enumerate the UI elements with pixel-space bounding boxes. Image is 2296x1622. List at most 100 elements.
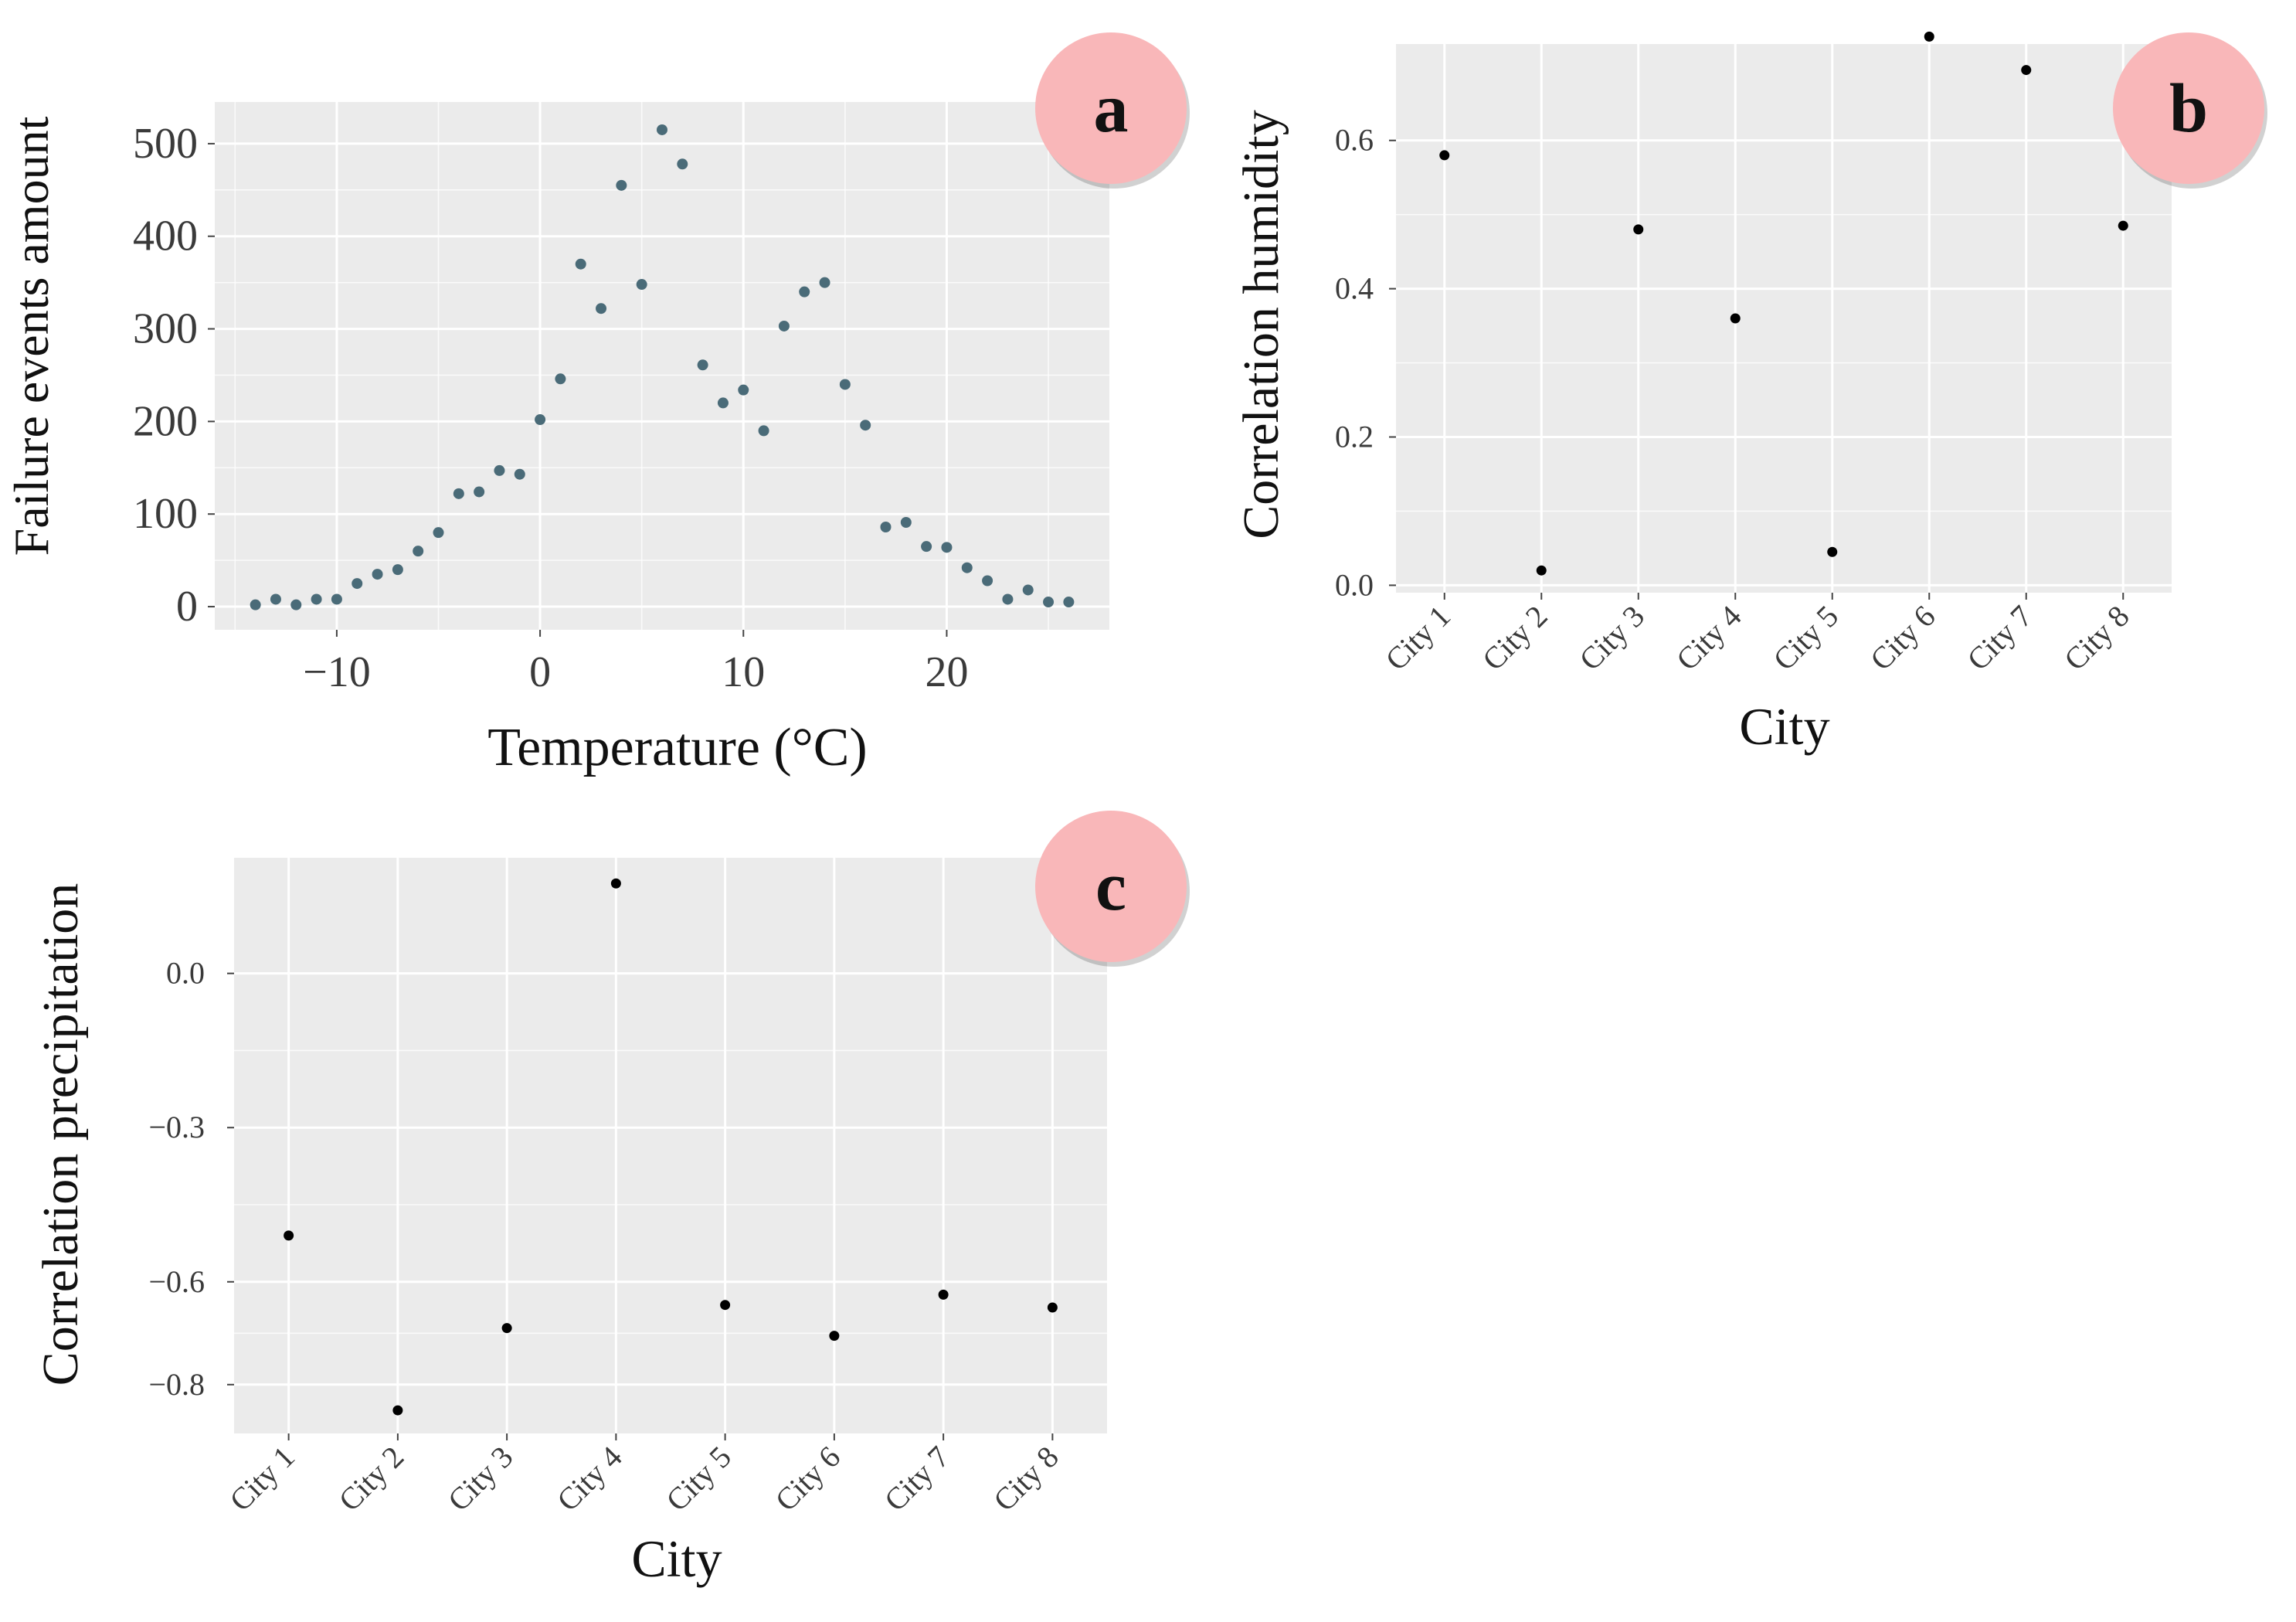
y-tick-label: −0.6 bbox=[148, 1264, 205, 1299]
data-point bbox=[778, 320, 790, 332]
data-point bbox=[657, 124, 667, 135]
data-point bbox=[1047, 1302, 1058, 1313]
data-point bbox=[819, 277, 830, 288]
data-point bbox=[636, 279, 647, 291]
x-tick-label: 0 bbox=[529, 648, 551, 696]
data-point bbox=[829, 1331, 840, 1341]
data-point bbox=[1633, 224, 1644, 235]
plot-background bbox=[215, 102, 1109, 630]
y-tick-label: 100 bbox=[133, 490, 198, 538]
x-category-label: City 4 bbox=[550, 1440, 629, 1518]
y-tick-label: 0.0 bbox=[166, 956, 205, 991]
data-point bbox=[1827, 546, 1838, 557]
data-point bbox=[413, 546, 424, 557]
x-category-label: City 1 bbox=[1378, 599, 1457, 678]
data-point bbox=[270, 593, 281, 605]
x-category-label: City 5 bbox=[659, 1440, 738, 1518]
plot-background bbox=[1396, 44, 2172, 593]
x-category-label: City 7 bbox=[878, 1440, 956, 1518]
x-axis-title: Temperature (°C) bbox=[487, 718, 867, 777]
plot-background bbox=[234, 858, 1107, 1433]
data-point bbox=[938, 1289, 949, 1300]
data-point bbox=[290, 599, 302, 610]
data-point bbox=[610, 878, 621, 889]
y-axis-title: Correlation humidity bbox=[1233, 110, 1289, 539]
y-tick-label: 0.0 bbox=[1335, 567, 1374, 602]
x-category-label: City 1 bbox=[222, 1440, 301, 1518]
panel-letter: c bbox=[1095, 848, 1126, 925]
data-point bbox=[501, 1323, 512, 1334]
data-point bbox=[758, 425, 769, 437]
data-point bbox=[880, 521, 892, 532]
data-point bbox=[1063, 597, 1075, 608]
y-tick-label: 0.4 bbox=[1335, 271, 1374, 306]
data-point bbox=[535, 413, 546, 425]
panel-letter: b bbox=[2169, 70, 2208, 147]
data-point bbox=[839, 379, 851, 390]
x-axis-title: City bbox=[1739, 697, 1829, 756]
data-point bbox=[1022, 584, 1034, 596]
data-point bbox=[717, 397, 729, 409]
data-point bbox=[961, 562, 973, 573]
data-point bbox=[1002, 593, 1014, 605]
x-category-label: City 8 bbox=[987, 1440, 1065, 1518]
data-point bbox=[514, 468, 525, 480]
data-point bbox=[2021, 65, 2032, 76]
data-point bbox=[697, 359, 708, 371]
data-point bbox=[494, 464, 505, 476]
data-point bbox=[555, 373, 566, 385]
data-point bbox=[616, 179, 627, 191]
data-point bbox=[720, 1300, 731, 1311]
data-point bbox=[575, 258, 586, 270]
data-point bbox=[372, 569, 383, 580]
y-tick-label: 300 bbox=[133, 305, 198, 353]
data-point bbox=[1043, 597, 1055, 608]
x-category-label: City 6 bbox=[768, 1440, 847, 1518]
data-point bbox=[1730, 313, 1741, 324]
y-axis-title: Failure events amount bbox=[4, 116, 59, 556]
x-tick-label: −10 bbox=[303, 648, 371, 696]
x-category-label: City 2 bbox=[1476, 599, 1554, 678]
y-tick-label: 0.2 bbox=[1335, 420, 1374, 454]
x-category-label: City 5 bbox=[1766, 599, 1845, 678]
data-point bbox=[799, 286, 810, 298]
panel-a-chart: 0 100 200 300 400 500 −10 0 10 20 Temperature (°C)… bbox=[4, 32, 1190, 777]
y-tick-label: −0.3 bbox=[148, 1110, 205, 1144]
data-point bbox=[392, 564, 403, 576]
x-tick-label: 20 bbox=[925, 648, 968, 696]
x-category-label: City 8 bbox=[2057, 599, 2136, 678]
data-point bbox=[352, 578, 363, 590]
x-category-label: City 6 bbox=[1863, 599, 1942, 678]
data-point bbox=[921, 541, 932, 553]
panel-badge bbox=[2113, 32, 2264, 184]
panel-badge bbox=[1035, 32, 1187, 184]
x-tick-label: 10 bbox=[722, 648, 765, 696]
data-point bbox=[860, 420, 871, 431]
x-category-label: City 3 bbox=[1572, 599, 1651, 678]
data-point bbox=[433, 527, 444, 539]
data-point bbox=[284, 1230, 294, 1241]
data-point bbox=[474, 486, 485, 498]
y-tick-label: 500 bbox=[133, 120, 198, 168]
x-axis-title: City bbox=[631, 1529, 722, 1588]
data-point bbox=[900, 517, 912, 529]
y-tick-label: −0.8 bbox=[148, 1367, 205, 1402]
data-point bbox=[738, 384, 749, 396]
x-category-label: City 7 bbox=[1960, 599, 2039, 678]
data-point bbox=[2118, 220, 2128, 231]
data-point bbox=[453, 488, 464, 499]
data-point bbox=[250, 599, 261, 610]
y-tick-label: 0.6 bbox=[1335, 123, 1374, 158]
y-tick-label: 400 bbox=[133, 213, 198, 260]
panel-letter: a bbox=[1094, 70, 1129, 147]
data-point bbox=[596, 303, 607, 315]
x-category-label: City 4 bbox=[1669, 599, 1748, 678]
data-point bbox=[392, 1405, 403, 1416]
x-category-label: City 2 bbox=[331, 1440, 410, 1518]
x-category-label: City 3 bbox=[441, 1440, 520, 1518]
data-point bbox=[331, 593, 342, 605]
data-point bbox=[982, 575, 993, 587]
